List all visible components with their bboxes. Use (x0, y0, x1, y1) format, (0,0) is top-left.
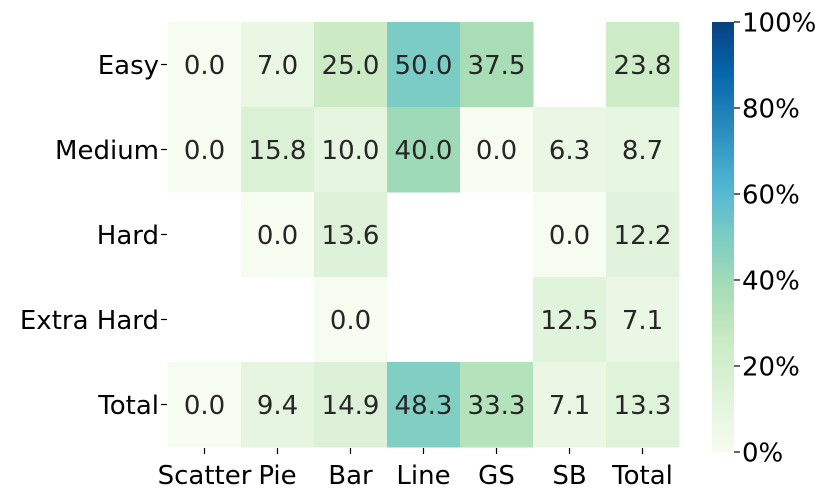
colorbar-ticks: 0% 20% 40% 60% 80% 100% (734, 8, 816, 468)
heatmap-cell-labels: 0.0 7.0 25.0 50.0 37.5 23.8 0.0 15.8 10.0 40.0 0.0… (184, 51, 672, 421)
y-tick-label: Hard (97, 221, 159, 251)
heatmap-cell (314, 22, 388, 108)
cell-value-label: 33.3 (468, 391, 526, 421)
heatmap-cell (314, 362, 388, 448)
cell-value-label: 0.0 (476, 136, 517, 166)
cell-value-label: 0.0 (184, 391, 225, 421)
heatmap-cell (241, 22, 315, 108)
y-axis: Easy Medium Hard Extra Hard Total (20, 51, 167, 421)
cell-value-label: 37.5 (468, 51, 526, 81)
heatmap-cell (606, 192, 680, 278)
colorbar-tick-label: 40% (742, 266, 800, 296)
colorbar-tick-label: 0% (742, 438, 783, 468)
x-tick-label: GS (478, 461, 515, 491)
heatmap-cell (533, 362, 607, 448)
cell-value-label: 25.0 (322, 51, 380, 81)
x-tick-label: Bar (328, 461, 373, 491)
cell-value-label: 23.8 (614, 51, 672, 81)
heatmap-cell (314, 192, 388, 278)
heatmap-cells (168, 22, 680, 448)
heatmap-cell (168, 362, 242, 448)
cell-value-label: 7.1 (622, 306, 663, 336)
cell-value-label: 40.0 (395, 136, 453, 166)
cell-value-label: 15.8 (249, 136, 307, 166)
colorbar-gradient (712, 22, 734, 452)
colorbar-tick-label: 80% (742, 94, 800, 124)
cell-value-label: 14.9 (322, 391, 380, 421)
heatmap-cell (314, 277, 388, 363)
x-tick-label: Total (611, 461, 673, 491)
heatmap-cell (387, 22, 461, 108)
x-axis: Scatter Pie Bar Line GS SB Total (158, 448, 673, 491)
cell-value-label: 12.5 (541, 306, 599, 336)
cell-value-label: 0.0 (184, 136, 225, 166)
colorbar-tick-label: 100% (742, 8, 816, 38)
cell-value-label: 10.0 (322, 136, 380, 166)
heatmap-cell (533, 192, 607, 278)
colorbar-tick-label: 60% (742, 180, 800, 210)
cell-value-label: 9.4 (257, 391, 298, 421)
cell-value-label: 48.3 (395, 391, 453, 421)
x-tick-label: Scatter (158, 461, 252, 491)
y-tick-label: Total (97, 391, 159, 421)
cell-value-label: 0.0 (257, 221, 298, 251)
x-tick-label: SB (552, 461, 586, 491)
cell-value-label: 7.1 (549, 391, 590, 421)
heatmap-cell (606, 277, 680, 363)
cell-value-label: 13.6 (322, 221, 380, 251)
heatmap-cell (460, 362, 534, 448)
x-tick-label: Line (396, 461, 450, 491)
heatmap-cell (606, 107, 680, 193)
colorbar-tick-label: 20% (742, 352, 800, 382)
colorbar: 0% 20% 40% 60% 80% 100% (712, 8, 816, 468)
y-tick-label: Medium (55, 136, 159, 166)
heatmap-cell (606, 22, 680, 108)
heatmap-cell (533, 107, 607, 193)
cell-value-label: 8.7 (622, 136, 663, 166)
heatmap-cell (606, 362, 680, 448)
heatmap-cell (314, 107, 388, 193)
y-tick-label: Easy (98, 51, 159, 81)
heatmap-cell (460, 107, 534, 193)
y-tick-label: Extra Hard (20, 306, 159, 336)
x-tick-label: Pie (258, 461, 296, 491)
cell-value-label: 50.0 (395, 51, 453, 81)
cell-value-label: 13.3 (614, 391, 672, 421)
cell-value-label: 7.0 (257, 51, 298, 81)
cell-value-label: 0.0 (330, 306, 371, 336)
heatmap-cell (168, 22, 242, 108)
cell-value-label: 0.0 (184, 51, 225, 81)
heatmap-cell (241, 362, 315, 448)
heatmap-cell (460, 22, 534, 108)
heatmap-cell (241, 107, 315, 193)
cell-value-label: 6.3 (549, 136, 590, 166)
heatmap-cell (241, 192, 315, 278)
heatmap-cell (168, 107, 242, 193)
cell-value-label: 12.2 (614, 221, 672, 251)
heatmap-cell (387, 362, 461, 448)
heatmap-cell (533, 277, 607, 363)
heatmap-cell (387, 107, 461, 193)
cell-value-label: 0.0 (549, 221, 590, 251)
